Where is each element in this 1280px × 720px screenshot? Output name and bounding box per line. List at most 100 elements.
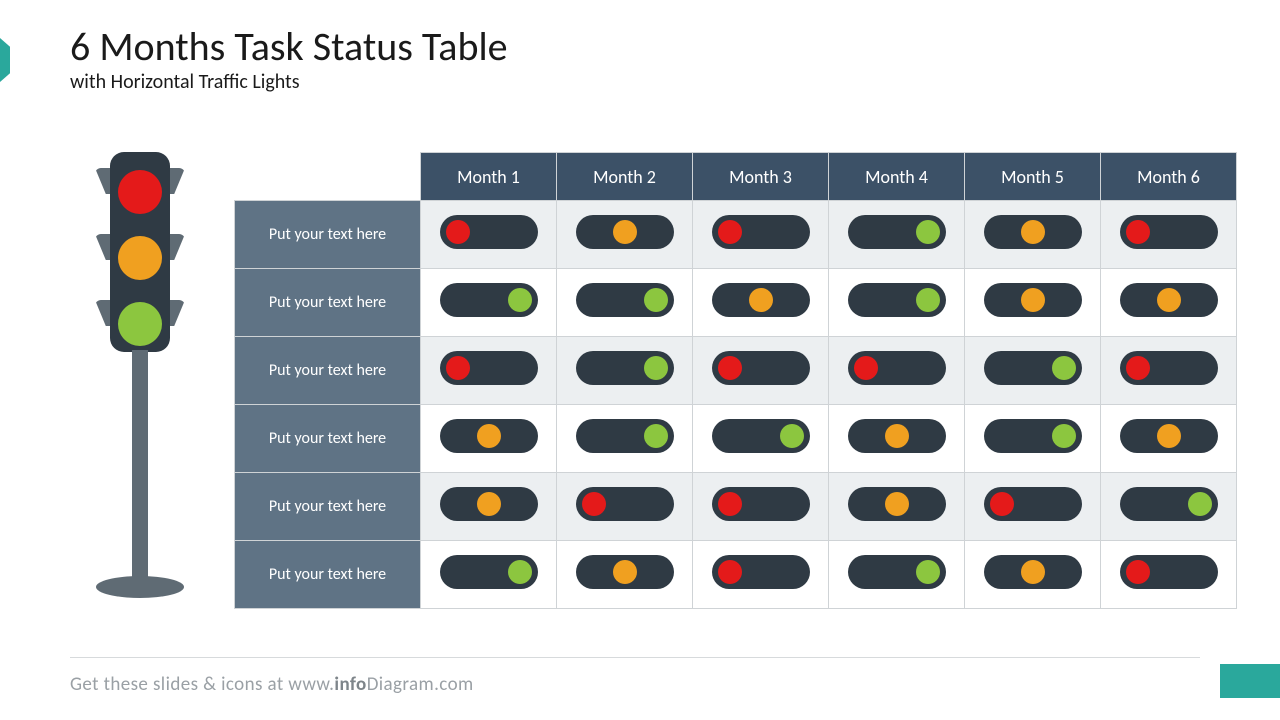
status-cell [421, 473, 557, 541]
status-pill [984, 351, 1082, 385]
status-pill [848, 419, 946, 453]
status-cell [829, 473, 965, 541]
amber-status-icon [1021, 220, 1045, 244]
amber-status-icon [885, 492, 909, 516]
status-cell [421, 269, 557, 337]
status-cell [1101, 473, 1237, 541]
status-cell [421, 541, 557, 609]
column-header: Month 2 [557, 153, 693, 201]
status-cell [1101, 405, 1237, 473]
red-status-icon [718, 220, 742, 244]
status-pill [576, 215, 674, 249]
status-pill [440, 419, 538, 453]
status-pill [440, 351, 538, 385]
status-cell [829, 405, 965, 473]
footer-accent [1220, 664, 1280, 698]
page-subtitle: with Horizontal Traffic Lights [70, 70, 508, 94]
status-cell [965, 541, 1101, 609]
status-pill [1120, 283, 1218, 317]
traffic-light-icon [60, 152, 220, 622]
red-status-icon [446, 356, 470, 380]
status-cell [693, 201, 829, 269]
status-cell [693, 473, 829, 541]
status-pill [1120, 215, 1218, 249]
traffic-light-amber-icon [118, 236, 162, 280]
green-status-icon [508, 288, 532, 312]
status-cell [1101, 201, 1237, 269]
status-pill [1120, 487, 1218, 521]
status-cell [693, 541, 829, 609]
status-pill [712, 283, 810, 317]
status-pill [848, 351, 946, 385]
status-cell [829, 541, 965, 609]
status-pill [984, 283, 1082, 317]
status-cell [965, 201, 1101, 269]
status-cell [557, 473, 693, 541]
status-pill [440, 555, 538, 589]
status-cell [829, 201, 965, 269]
green-status-icon [1052, 356, 1076, 380]
status-pill [848, 283, 946, 317]
status-cell [557, 201, 693, 269]
row-header: Put your text here [235, 269, 421, 337]
green-status-icon [1052, 424, 1076, 448]
status-cell [693, 405, 829, 473]
status-pill [576, 419, 674, 453]
green-status-icon [916, 288, 940, 312]
amber-status-icon [885, 424, 909, 448]
green-status-icon [644, 356, 668, 380]
green-status-icon [644, 424, 668, 448]
footer-prefix: Get these slides & icons at www. [70, 673, 334, 696]
status-cell [421, 337, 557, 405]
row-header: Put your text here [235, 473, 421, 541]
status-pill [984, 487, 1082, 521]
status-pill [848, 555, 946, 589]
red-status-icon [718, 356, 742, 380]
content: Month 1Month 2Month 3Month 4Month 5Month… [60, 152, 1237, 622]
accent-tab [0, 38, 10, 82]
status-cell [965, 405, 1101, 473]
status-pill [440, 487, 538, 521]
red-status-icon [718, 492, 742, 516]
amber-status-icon [749, 288, 773, 312]
green-status-icon [916, 560, 940, 584]
amber-status-icon [1021, 288, 1045, 312]
status-pill [576, 555, 674, 589]
row-header: Put your text here [235, 337, 421, 405]
status-pill [712, 351, 810, 385]
status-cell [965, 337, 1101, 405]
column-header: Month 5 [965, 153, 1101, 201]
green-status-icon [780, 424, 804, 448]
amber-status-icon [1157, 288, 1181, 312]
status-pill [712, 555, 810, 589]
red-status-icon [582, 492, 606, 516]
footer-text: Get these slides & icons at www.infoDiag… [70, 673, 474, 696]
status-cell [693, 337, 829, 405]
green-status-icon [916, 220, 940, 244]
status-cell [557, 405, 693, 473]
status-pill [848, 215, 946, 249]
status-pill [848, 487, 946, 521]
status-cell [557, 541, 693, 609]
page-title: 6 Months Task Status Table [70, 26, 508, 68]
red-status-icon [1126, 356, 1150, 380]
red-status-icon [1126, 560, 1150, 584]
green-status-icon [1188, 492, 1212, 516]
row-header: Put your text here [235, 541, 421, 609]
status-pill [440, 283, 538, 317]
red-status-icon [1126, 220, 1150, 244]
traffic-light-red-icon [118, 170, 162, 214]
status-cell [1101, 337, 1237, 405]
status-pill [1120, 419, 1218, 453]
status-pill [984, 215, 1082, 249]
column-header: Month 4 [829, 153, 965, 201]
status-pill [712, 487, 810, 521]
green-status-icon [644, 288, 668, 312]
status-cell [1101, 269, 1237, 337]
red-status-icon [854, 356, 878, 380]
amber-status-icon [477, 492, 501, 516]
status-cell [1101, 541, 1237, 609]
status-cell [829, 337, 965, 405]
amber-status-icon [477, 424, 501, 448]
amber-status-icon [613, 220, 637, 244]
